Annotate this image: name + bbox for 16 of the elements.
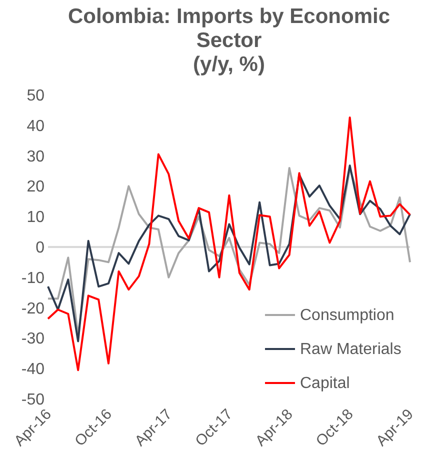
line-series [47, 116, 411, 372]
y-tick-label: -40 [21, 361, 45, 378]
legend-label: Consumption [300, 307, 394, 324]
y-tick-label: 40 [26, 118, 45, 135]
legend-label: Capital [300, 375, 350, 392]
y-tick-label: -10 [21, 270, 45, 287]
y-tick-label: -50 [21, 392, 45, 408]
y-tick-label: 10 [26, 209, 45, 226]
legend-label: Raw Materials [300, 341, 402, 358]
y-tick-label: 30 [26, 148, 45, 166]
y-tick-label: -30 [21, 330, 45, 348]
y-tick-label: 50 [26, 88, 45, 104]
y-tick-label: 20 [26, 178, 45, 196]
chart-title: Colombia: Imports by Economic Sector (y/y, %) [68, 5, 390, 76]
y-tick-label: 0 [36, 240, 45, 256]
y-tick-label: -20 [21, 300, 45, 318]
